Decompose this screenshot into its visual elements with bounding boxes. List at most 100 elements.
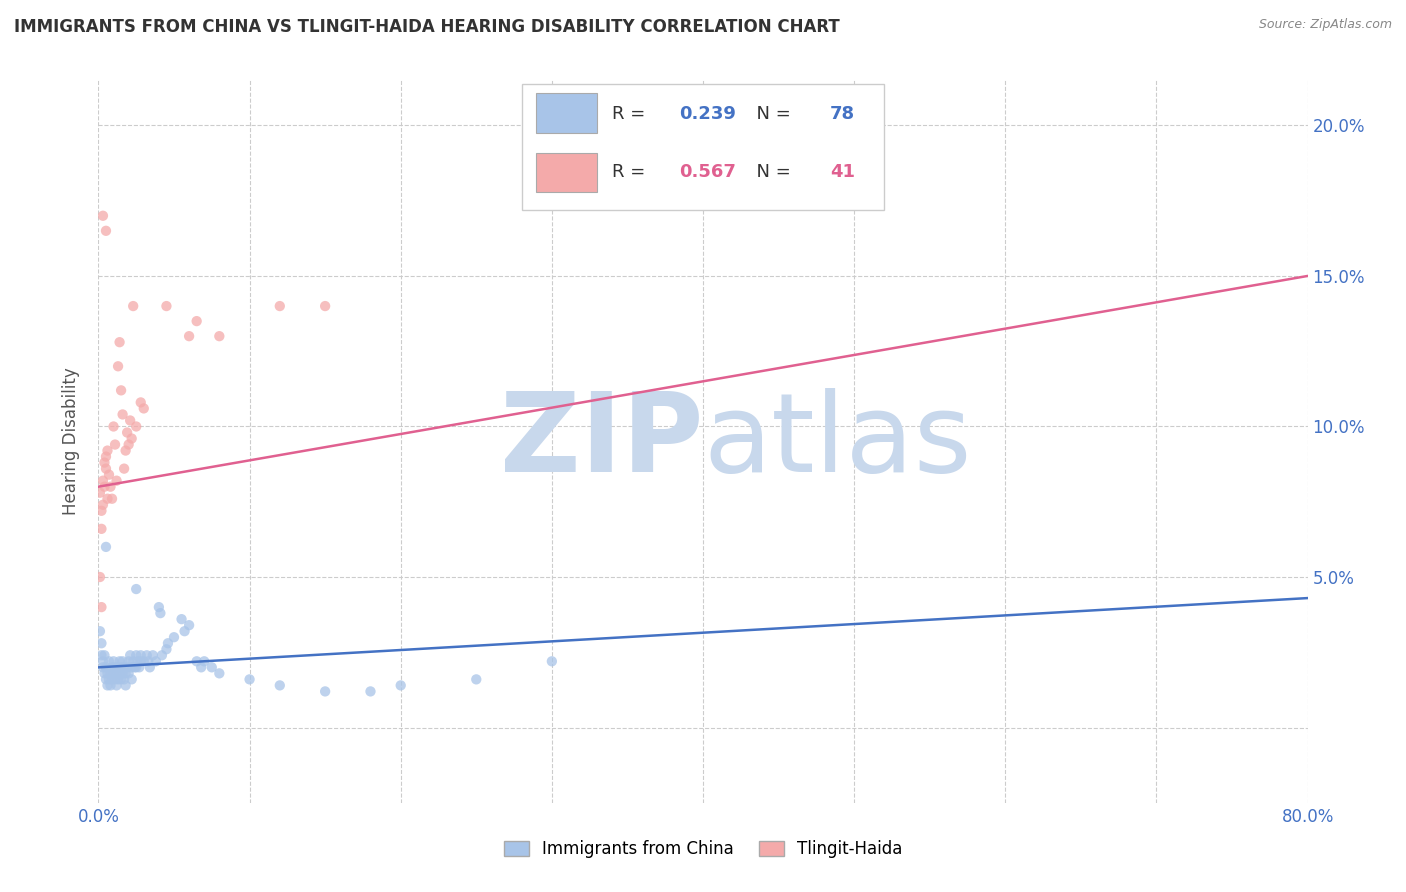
Point (129, 648, 152, 663)
Point (110, 384, 132, 398)
Point (94, 224, 117, 238)
Point (118, 437, 141, 451)
Point (150, 648, 173, 663)
Point (103, 654, 125, 668)
FancyBboxPatch shape (536, 94, 596, 133)
Point (107, 660, 129, 674)
Point (201, 660, 224, 674)
Point (107, 359, 129, 374)
Point (91, 209, 114, 223)
Point (101, 491, 124, 506)
Point (93, 480, 115, 494)
Point (314, 684, 336, 698)
Point (98, 673, 121, 687)
Point (170, 612, 193, 626)
Point (100, 480, 122, 494)
Point (132, 654, 155, 668)
Point (108, 335, 131, 350)
Point (105, 474, 128, 488)
Point (98, 467, 121, 482)
Point (360, 684, 382, 698)
Point (139, 660, 162, 674)
Point (90, 522, 112, 536)
Text: 41: 41 (830, 163, 855, 181)
Point (91, 474, 114, 488)
Point (186, 654, 208, 668)
Point (179, 618, 201, 632)
Point (90, 636, 112, 650)
Point (114, 678, 136, 692)
Point (108, 654, 131, 668)
Point (94, 673, 117, 687)
Point (114, 443, 136, 458)
Point (112, 660, 135, 674)
Point (163, 630, 186, 644)
Text: 0.239: 0.239 (679, 105, 735, 123)
Point (100, 678, 122, 692)
Point (208, 666, 231, 681)
Point (120, 413, 142, 427)
Point (125, 419, 148, 434)
Point (121, 673, 143, 687)
Text: N =: N = (745, 105, 797, 123)
Point (186, 314, 208, 328)
Point (90, 504, 112, 518)
Point (149, 606, 172, 620)
Point (94, 660, 117, 674)
Point (136, 654, 159, 668)
Point (122, 654, 145, 668)
Point (125, 660, 148, 674)
Point (112, 673, 135, 687)
Point (118, 654, 141, 668)
Point (90, 648, 112, 663)
Point (127, 654, 149, 668)
Text: IMMIGRANTS FROM CHINA VS TLINGIT-HAIDA HEARING DISABILITY CORRELATION CHART: IMMIGRANTS FROM CHINA VS TLINGIT-HAIDA H… (14, 18, 839, 36)
Point (465, 673, 488, 687)
Point (98, 654, 121, 668)
Point (193, 654, 215, 668)
Point (148, 600, 170, 615)
FancyBboxPatch shape (522, 84, 884, 211)
Point (104, 660, 127, 674)
Point (94, 450, 117, 464)
Point (104, 673, 127, 687)
Point (135, 648, 157, 663)
Point (121, 660, 143, 674)
Point (389, 678, 412, 692)
Point (96, 666, 118, 681)
Point (96, 491, 118, 506)
Point (103, 419, 125, 434)
Text: atlas: atlas (703, 388, 972, 495)
Point (105, 678, 128, 692)
Point (110, 673, 132, 687)
Point (145, 654, 167, 668)
Point (96, 678, 118, 692)
Point (110, 660, 132, 674)
Point (122, 299, 145, 313)
Point (190, 660, 212, 674)
Point (93, 648, 115, 663)
Point (155, 642, 177, 657)
Y-axis label: Hearing Disability: Hearing Disability (62, 368, 80, 516)
Point (111, 408, 134, 422)
Text: N =: N = (745, 163, 797, 181)
Point (101, 660, 124, 674)
Point (124, 660, 146, 674)
Legend: Immigrants from China, Tlingit-Haida: Immigrants from China, Tlingit-Haida (495, 832, 911, 867)
Point (112, 461, 135, 475)
Point (89, 485, 111, 500)
Point (129, 395, 152, 409)
Point (118, 666, 141, 681)
Point (121, 432, 143, 446)
Point (111, 666, 134, 681)
Text: ZIP: ZIP (499, 388, 703, 495)
Point (115, 425, 138, 440)
Point (91, 660, 114, 674)
Point (208, 329, 231, 343)
Point (107, 673, 129, 687)
Point (100, 666, 122, 681)
Point (89, 570, 111, 584)
Point (108, 666, 131, 681)
Point (90, 600, 112, 615)
Point (132, 401, 155, 416)
